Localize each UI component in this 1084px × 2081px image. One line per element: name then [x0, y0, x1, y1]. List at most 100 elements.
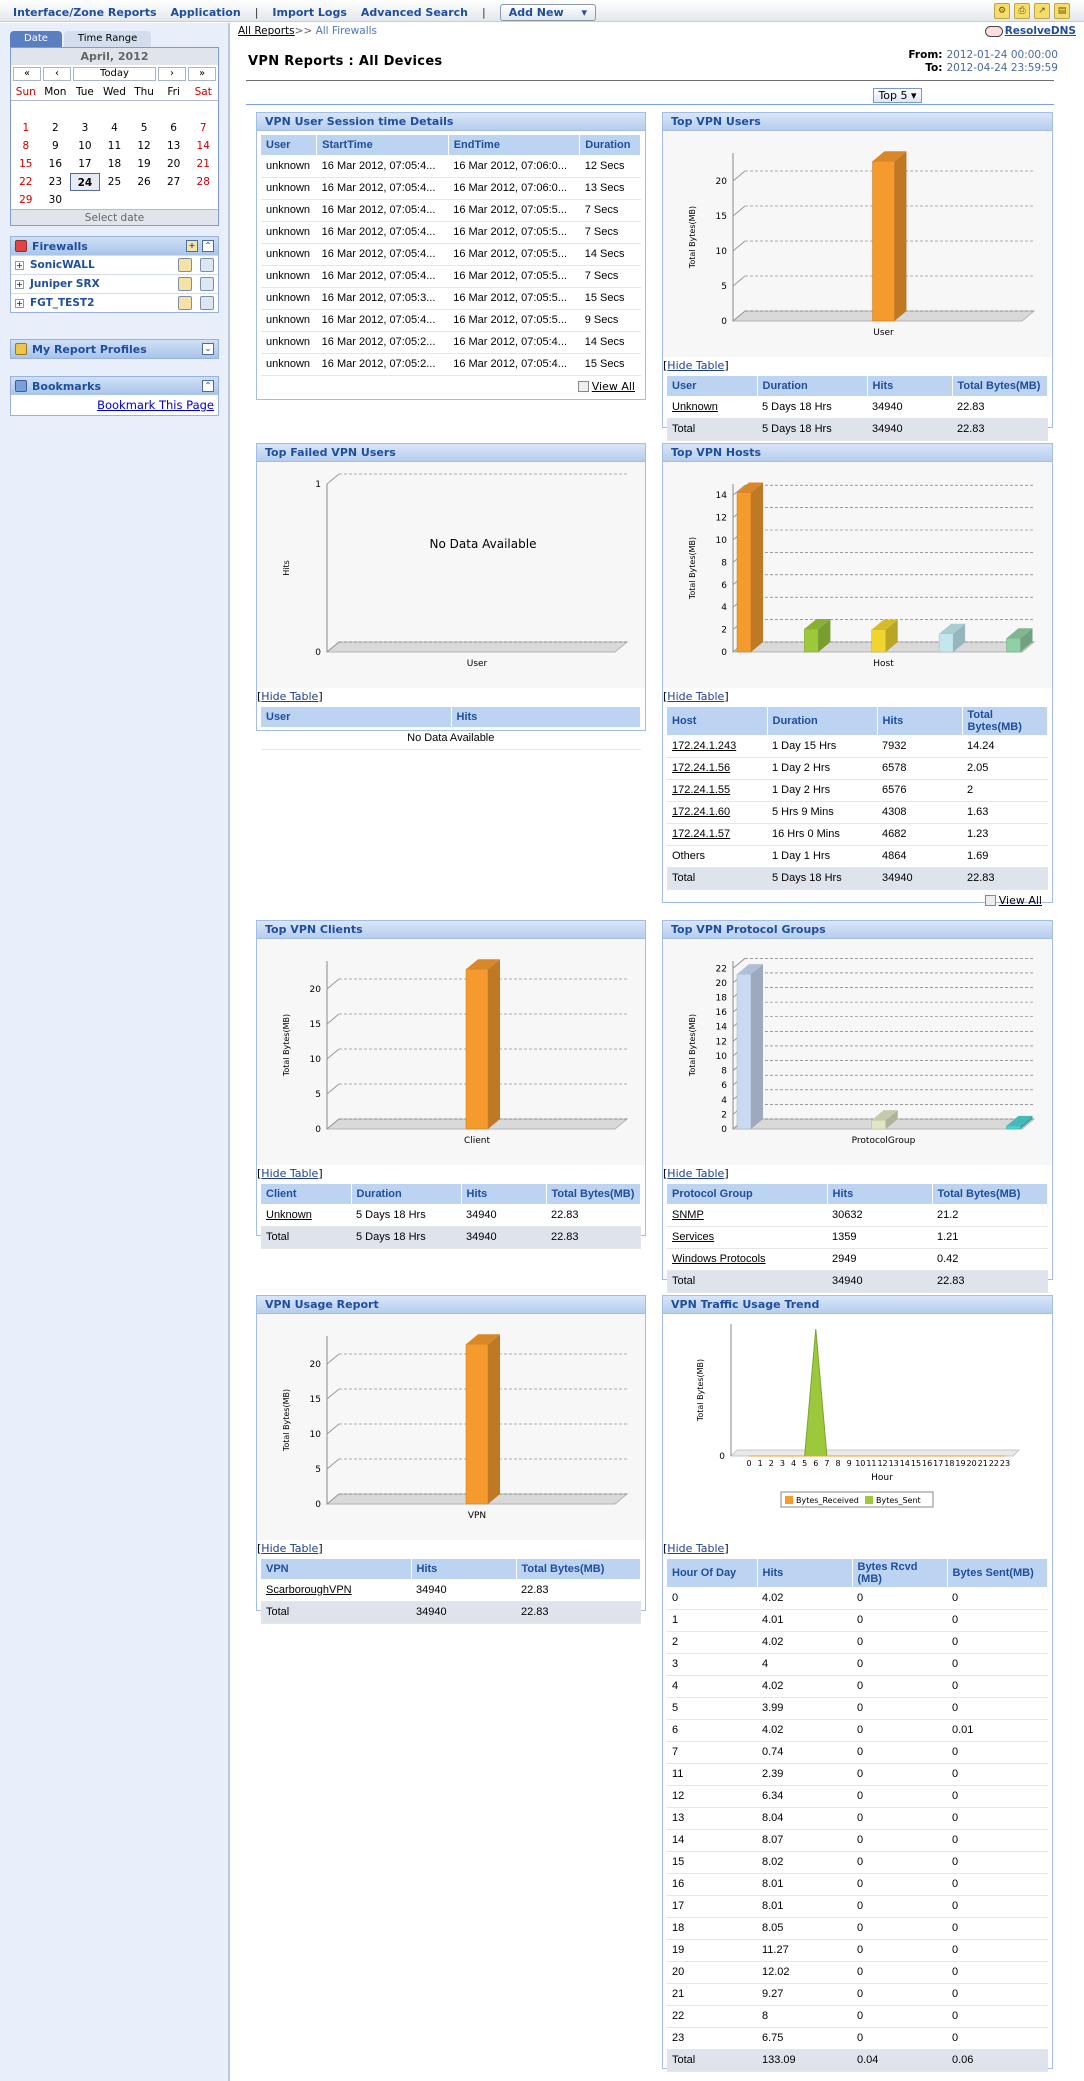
column-header[interactable]: Client [261, 1184, 352, 1204]
column-header[interactable]: Bytes Rcvd (MB) [852, 1559, 948, 1587]
menu-advanced-search[interactable]: Advanced Search [360, 6, 468, 19]
column-header[interactable]: Hits [451, 707, 641, 727]
calendar-day[interactable]: 18 [107, 158, 122, 170]
menu-interface-zone-reports[interactable]: Interface/Zone Reports [13, 6, 157, 19]
calendar-day[interactable]: 7 [199, 122, 207, 134]
add-firewall-icon[interactable]: + [186, 240, 198, 252]
column-header[interactable]: EndTime [448, 135, 581, 155]
calendar-day[interactable]: 26 [137, 176, 151, 188]
calendar-day[interactable]: 23 [48, 176, 63, 188]
view-all-link[interactable]: View All [667, 890, 1048, 911]
calendar-day[interactable]: 22 [19, 176, 33, 188]
table-cell[interactable]: ScarboroughVPN [261, 1579, 411, 1602]
expand-icon[interactable]: + [15, 279, 24, 289]
calendar-day[interactable]: 20 [166, 158, 181, 170]
column-header[interactable]: Hits [827, 1184, 933, 1204]
expand-icon[interactable]: + [15, 260, 24, 270]
calendar-day[interactable]: 6 [170, 122, 177, 134]
menu-application[interactable]: Application [170, 6, 241, 19]
export-icon[interactable]: ↗ [1034, 3, 1050, 19]
edit-firewall-icon[interactable] [178, 277, 192, 291]
column-header[interactable]: User [261, 135, 318, 155]
edit-firewall-icon[interactable] [178, 258, 192, 272]
next-month-button[interactable]: › [158, 67, 186, 81]
column-header[interactable]: Hits [461, 1184, 547, 1204]
firewall-name[interactable]: SonicWALL [30, 259, 95, 271]
calendar-day[interactable]: 25 [107, 176, 122, 188]
collapse-icon[interactable]: ⌃ [202, 380, 214, 392]
calendar-day[interactable]: 16 [48, 158, 63, 170]
calendar-day[interactable]: 11 [107, 140, 122, 152]
pdf-icon[interactable]: ▤ [1054, 3, 1070, 19]
hide-table-link[interactable]: [Hide Table] [663, 1167, 729, 1180]
hide-table-link[interactable]: [Hide Table] [257, 690, 323, 703]
user-settings-icon[interactable]: ⚙ [994, 3, 1010, 19]
column-header[interactable]: Duration [757, 376, 868, 396]
column-header[interactable]: Duration [767, 707, 878, 735]
resolve-dns-link[interactable]: ResolveDNS [984, 25, 1076, 37]
calendar-day[interactable]: 14 [196, 140, 210, 152]
hide-table-link[interactable]: [Hide Table] [257, 1542, 323, 1555]
hide-table-link[interactable]: [Hide Table] [663, 690, 729, 703]
table-cell[interactable]: 172.24.1.56 [667, 757, 767, 780]
table-cell[interactable]: 172.24.1.60 [667, 801, 767, 824]
calendar-day[interactable]: 19 [137, 158, 151, 170]
firewall-item[interactable]: + Juniper SRX [11, 274, 218, 293]
column-header[interactable]: User [667, 376, 758, 396]
calendar-day[interactable]: 27 [166, 176, 181, 188]
tab-time-range[interactable]: Time Range [63, 31, 152, 47]
edit-firewall-icon[interactable] [178, 296, 192, 310]
firewall-reports-icon[interactable] [200, 277, 214, 291]
table-cell[interactable]: 172.24.1.243 [667, 735, 767, 758]
firewall-name[interactable]: Juniper SRX [30, 278, 100, 290]
table-cell[interactable]: 172.24.1.57 [667, 823, 767, 846]
tab-date[interactable]: Date [10, 31, 62, 47]
breadcrumb-all-reports[interactable]: All Reports [238, 25, 295, 37]
column-header[interactable]: Total Bytes(MB) [932, 1184, 1048, 1204]
column-header[interactable]: User [261, 707, 452, 727]
expand-icon[interactable]: + [15, 298, 24, 308]
hide-table-link[interactable]: [Hide Table] [663, 359, 729, 372]
calendar-day[interactable]: 12 [137, 140, 151, 152]
calendar-day[interactable]: 2 [52, 122, 59, 134]
next-year-button[interactable]: » [188, 67, 216, 81]
column-header[interactable]: Total Bytes(MB) [516, 1559, 641, 1579]
add-new-button[interactable]: Add New ▾ [499, 4, 596, 21]
calendar-day[interactable]: 30 [48, 194, 63, 206]
calendar-day[interactable]: 9 [52, 140, 59, 152]
prev-year-button[interactable]: « [13, 67, 41, 81]
firewall-reports-icon[interactable] [200, 296, 214, 310]
column-header[interactable]: Hits [877, 707, 963, 735]
firewall-item[interactable]: + FGT_TEST2 [11, 293, 218, 312]
column-header[interactable]: Hits [757, 1559, 853, 1587]
calendar-day[interactable]: 15 [19, 158, 33, 170]
column-header[interactable]: Total Bytes(MB) [952, 376, 1048, 396]
column-header[interactable]: Bytes Sent(MB) [947, 1559, 1048, 1587]
column-header[interactable]: StartTime [316, 135, 449, 155]
table-cell[interactable]: Unknown [261, 1204, 351, 1227]
calendar-day[interactable]: 17 [78, 158, 92, 170]
column-header[interactable]: Total Bytes(MB) [546, 1184, 641, 1204]
hide-table-link[interactable]: [Hide Table] [257, 1167, 323, 1180]
print-icon[interactable]: ⎙ [1014, 3, 1030, 19]
table-cell[interactable]: Unknown [667, 396, 757, 419]
firewall-name[interactable]: FGT_TEST2 [30, 297, 95, 309]
bookmark-this-page-link[interactable]: Bookmark This Page [97, 398, 214, 412]
table-cell[interactable]: 172.24.1.55 [667, 779, 767, 802]
hide-table-link[interactable]: [Hide Table] [663, 1542, 729, 1555]
calendar-day[interactable]: 4 [111, 122, 118, 134]
column-header[interactable]: Host [667, 707, 768, 735]
column-header[interactable]: Duration [579, 135, 641, 155]
firewall-item[interactable]: + SonicWALL [11, 255, 218, 274]
expand-icon[interactable]: ⌄ [202, 343, 214, 355]
column-header[interactable]: VPN [261, 1559, 412, 1579]
firewall-reports-icon[interactable] [200, 258, 214, 272]
column-header[interactable]: Total Bytes(MB) [962, 707, 1048, 735]
calendar-day[interactable]: 28 [196, 176, 210, 188]
column-header[interactable]: Hour Of Day [667, 1559, 758, 1587]
collapse-icon[interactable]: ⌃ [202, 240, 214, 252]
calendar-day[interactable]: 3 [81, 122, 89, 134]
column-header[interactable]: Protocol Group [667, 1184, 828, 1204]
prev-month-button[interactable]: ‹ [43, 67, 71, 81]
column-header[interactable]: Hits [411, 1559, 517, 1579]
